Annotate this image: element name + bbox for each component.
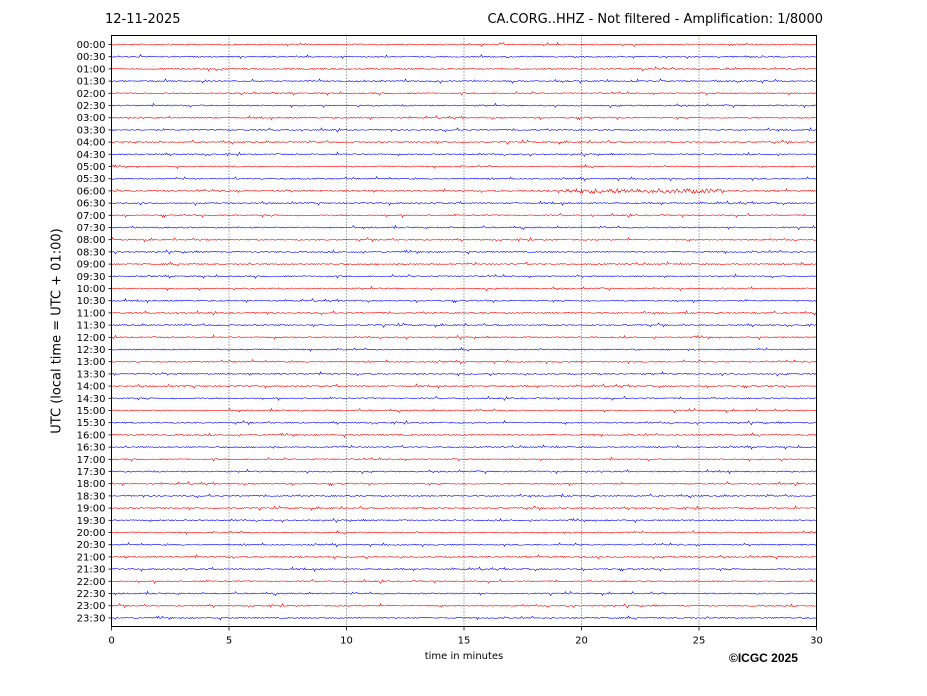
trace-1230 (111, 346, 817, 352)
row-label: 08:30 (77, 247, 106, 258)
row-label: 13:30 (77, 369, 106, 380)
row-label: 15:00 (77, 406, 106, 417)
trace-0530 (111, 175, 817, 182)
chart-title: CA.CORG..HHZ - Not filtered - Amplificat… (487, 12, 823, 27)
grid-group (228, 35, 700, 627)
trace-1030 (111, 297, 817, 304)
row-label: 07:00 (77, 211, 106, 222)
date-label: 12-11-2025 (105, 12, 181, 27)
row-label: 21:00 (77, 552, 106, 563)
trace-1200 (111, 334, 817, 341)
row-label: 11:00 (77, 308, 106, 319)
trace-0330 (111, 127, 817, 133)
trace-0500 (111, 163, 817, 170)
row-label: 20:00 (77, 528, 106, 539)
row-label: 19:00 (77, 504, 106, 515)
row-label: 08:00 (77, 235, 106, 246)
trace-0000 (111, 41, 817, 47)
row-label: 19:30 (77, 516, 106, 527)
row-label: 05:30 (77, 174, 106, 185)
trace-1430 (111, 395, 817, 401)
row-label: 16:30 (77, 443, 106, 454)
x-tick-label: 5 (226, 636, 232, 647)
row-label: 22:00 (77, 577, 106, 588)
trace-0700 (111, 212, 817, 218)
row-label: 07:30 (77, 223, 106, 234)
row-label: 21:30 (77, 565, 106, 576)
x-tick-label: 15 (458, 636, 471, 647)
row-label: 23:30 (77, 613, 106, 624)
trace-1500 (111, 407, 817, 414)
row-label: 01:00 (77, 64, 106, 75)
row-label: 15:30 (77, 418, 106, 429)
trace-1400 (111, 383, 817, 390)
row-label: 04:30 (77, 150, 106, 161)
row-label: 06:30 (77, 199, 106, 210)
trace-2000 (111, 529, 817, 535)
row-label: 14:30 (77, 394, 106, 405)
plot-frame (111, 35, 817, 627)
row-label: 16:00 (77, 430, 106, 441)
row-label: 17:00 (77, 455, 106, 466)
row-label: 03:00 (77, 113, 106, 124)
row-label: 09:00 (77, 260, 106, 271)
trace-1330 (111, 370, 817, 377)
row-label: 18:30 (77, 491, 106, 502)
row-label: 02:00 (77, 89, 106, 100)
x-tick-label: 0 (108, 636, 114, 647)
row-label: 11:30 (77, 321, 106, 332)
row-label: 05:00 (77, 162, 106, 173)
row-label: 10:30 (77, 296, 106, 307)
row-label: 10:00 (77, 284, 106, 295)
row-label: 03:30 (77, 125, 106, 136)
trace-1830 (111, 493, 817, 499)
copyright-label: ©ICGC 2025 (729, 651, 798, 665)
trace-0430 (111, 151, 817, 158)
row-label: 12:30 (77, 345, 106, 356)
row-label: 00:00 (77, 40, 106, 51)
row-label: 23:00 (77, 601, 106, 612)
trace-0400 (111, 139, 817, 145)
row-label: 04:00 (77, 138, 106, 149)
trace-1900 (111, 505, 817, 511)
row-label: 01:30 (77, 77, 106, 88)
trace-0630 (111, 200, 817, 207)
row-label: 18:00 (77, 479, 106, 490)
trace-1930 (111, 517, 817, 524)
row-label: 14:00 (77, 382, 106, 393)
x-tick-label: 25 (693, 636, 706, 647)
trace-1800 (111, 480, 817, 487)
x-ticks-group: 0 5 10 15 20 25 30 (108, 626, 823, 647)
row-label: 20:30 (77, 540, 106, 551)
x-tick-label: 10 (340, 636, 353, 647)
x-tick-label: 30 (810, 636, 823, 647)
trace-0300 (111, 114, 817, 121)
trace-2130 (111, 566, 817, 573)
trace-2100 (111, 553, 817, 560)
x-tick-label: 20 (575, 636, 588, 647)
row-label: 13:00 (77, 357, 106, 368)
trace-0600 (111, 187, 817, 194)
row-label: 02:30 (77, 101, 106, 112)
trace-2030 (111, 541, 817, 548)
row-label: 09:30 (77, 272, 106, 283)
row-label: 22:30 (77, 589, 106, 600)
row-label: 12:00 (77, 333, 106, 344)
trace-1300 (111, 358, 817, 365)
trace-1130 (111, 322, 817, 328)
row-label: 00:30 (77, 52, 106, 63)
row-label: 17:30 (77, 467, 106, 478)
row-label: 06:00 (77, 186, 106, 197)
x-axis-label: time in minutes (424, 651, 504, 662)
trace-2200 (111, 578, 817, 584)
